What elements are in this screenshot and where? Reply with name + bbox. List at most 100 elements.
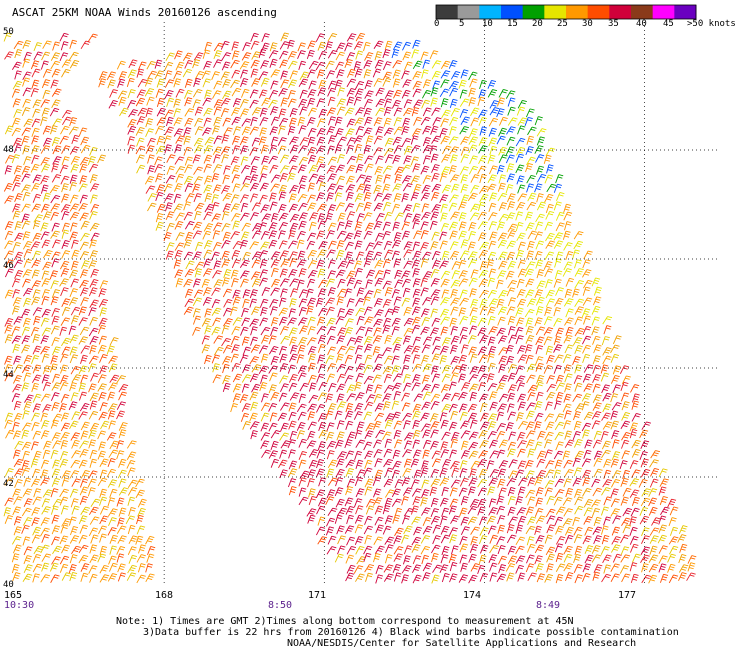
wind-barb (354, 450, 363, 461)
wind-barb (391, 469, 400, 479)
wind-barb (638, 478, 648, 488)
wind-barb (375, 126, 384, 136)
wind-barb (241, 52, 252, 61)
wind-barb (11, 393, 21, 403)
wind-barb (374, 166, 383, 176)
wind-barb (629, 428, 638, 439)
wind-barb (289, 298, 297, 308)
wind-barb (412, 88, 422, 98)
wind-barb (450, 479, 461, 488)
wind-barb (136, 525, 146, 535)
wind-barb (232, 296, 241, 306)
wind-barb (517, 440, 527, 449)
wind-barb (622, 469, 630, 480)
wind-barb (374, 192, 383, 202)
wind-barb (306, 337, 317, 346)
wind-barb (410, 135, 419, 145)
wind-barb (71, 260, 79, 270)
wind-barb (431, 60, 442, 69)
colorbar-swatch (457, 5, 480, 19)
wind-barb (107, 497, 116, 507)
wind-barb (136, 574, 146, 584)
wind-barb (640, 554, 650, 563)
wind-barb (562, 497, 573, 506)
wind-barb (69, 535, 80, 544)
wind-barb (41, 278, 51, 287)
wind-barb (117, 563, 126, 573)
wind-barb (374, 277, 384, 287)
wind-barb (439, 173, 448, 183)
wind-barb (194, 71, 205, 80)
wind-barb (125, 515, 136, 525)
wind-barb (536, 391, 544, 402)
wind-barb (460, 239, 469, 249)
wind-barb (679, 543, 688, 553)
wind-barb (60, 175, 70, 185)
wind-barb (402, 412, 413, 422)
wind-barb (517, 241, 526, 251)
wind-barb (383, 385, 394, 394)
wind-barb (40, 317, 50, 327)
wind-barb (553, 232, 564, 241)
wind-barb (612, 470, 622, 479)
wind-barb (364, 354, 373, 364)
wind-barb (261, 155, 270, 165)
wind-barb (269, 201, 278, 211)
wind-barb (591, 478, 601, 488)
wind-barb (61, 59, 72, 68)
wind-barb (374, 516, 384, 526)
wind-barb (108, 355, 118, 364)
wind-barb (51, 315, 60, 325)
wind-barb (460, 420, 470, 429)
wind-barb (259, 182, 269, 192)
wind-barb (49, 107, 60, 117)
wind-barb (534, 251, 543, 261)
wind-barb (459, 477, 469, 487)
wind-barb (401, 137, 412, 147)
wind-barb (203, 258, 212, 268)
wind-barb (269, 372, 278, 382)
wind-barb (193, 289, 204, 299)
lon-tick-label: 174 (463, 590, 482, 601)
wind-barb (268, 230, 278, 240)
wind-barb (393, 232, 402, 242)
wind-barb (469, 155, 478, 165)
wind-barb (480, 402, 488, 413)
wind-barb (173, 98, 181, 108)
wind-barb (11, 563, 20, 574)
wind-barb (660, 573, 669, 583)
wind-barb (80, 40, 91, 50)
wind-barb (555, 391, 564, 402)
wind-barb (30, 60, 40, 70)
wind-barb (355, 363, 366, 372)
wind-barb (192, 59, 201, 69)
wind-barb (391, 317, 401, 327)
wind-barb (316, 259, 325, 269)
wind-barb (429, 50, 439, 60)
wind-barb (527, 448, 535, 458)
wind-barb (526, 156, 536, 166)
wind-barb (498, 355, 508, 365)
wind-barb (212, 363, 220, 373)
wind-barb (564, 410, 572, 420)
wind-barb (22, 87, 32, 97)
wind-barb (593, 430, 602, 440)
wind-barb (318, 363, 327, 373)
wind-barb (270, 458, 280, 468)
wind-barb (127, 564, 137, 574)
wind-barb (117, 469, 127, 479)
wind-barb (430, 153, 439, 163)
wind-barb (353, 279, 363, 289)
wind-barb (173, 128, 184, 137)
wind-barb (21, 213, 30, 223)
wind-barb (241, 336, 250, 346)
wind-barb (562, 403, 572, 413)
wind-barb (298, 156, 309, 166)
time-label: 8:50 (268, 600, 293, 611)
wind-barb (534, 555, 543, 565)
wind-barb (527, 543, 536, 553)
wind-barb (524, 344, 533, 354)
wind-barb (61, 211, 70, 221)
wind-barb (612, 384, 621, 394)
wind-barb (621, 573, 631, 583)
